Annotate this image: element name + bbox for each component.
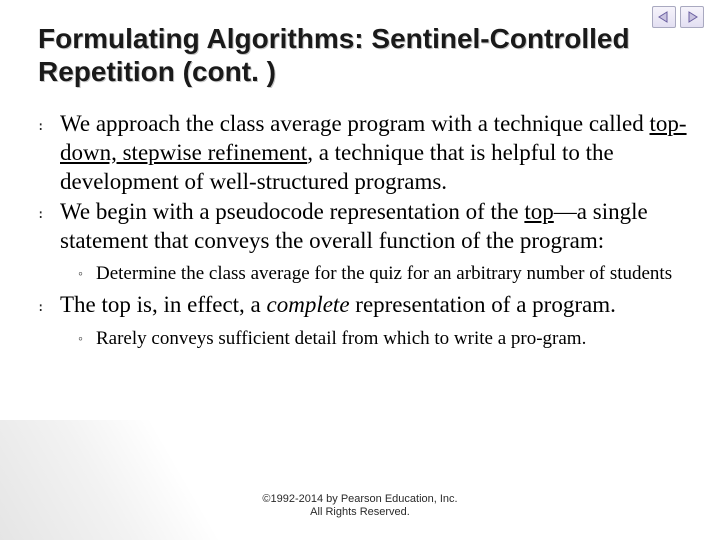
- bullet-text: The top is, in effect, a complete repres…: [60, 291, 688, 320]
- sub-bullet-glyph-icon: ◦: [78, 262, 96, 284]
- nav-arrows: [652, 6, 704, 28]
- bullet-item: ։ We begin with a pseudocode representat…: [38, 198, 688, 256]
- text-run: We approach the class average program wi…: [60, 111, 650, 136]
- copyright-line: ©1992-2014 by Pearson Education, Inc.: [0, 493, 720, 507]
- text-run: The top is, in effect, a: [60, 292, 267, 317]
- sub-bullet-glyph-icon: ◦: [78, 327, 96, 349]
- next-slide-button[interactable]: [680, 6, 704, 28]
- underlined-term: top: [524, 199, 553, 224]
- bullet-glyph-icon: ։: [38, 110, 60, 140]
- triangle-right-icon: [686, 11, 698, 23]
- decorative-gradient: [0, 420, 300, 540]
- bullet-glyph-icon: ։: [38, 291, 60, 321]
- text-run: representation of a program.: [350, 292, 616, 317]
- sub-bullet-text: Rarely conveys sufficient detail from wh…: [96, 327, 688, 350]
- bullet-item: ։ We approach the class average program …: [38, 110, 688, 196]
- italic-term: complete: [267, 292, 350, 317]
- bullet-text: We begin with a pseudocode representatio…: [60, 198, 688, 256]
- sub-bullet-item: ◦ Determine the class average for the qu…: [78, 262, 688, 285]
- sub-bullet-item: ◦ Rarely conveys sufficient detail from …: [78, 327, 688, 350]
- rights-line: All Rights Reserved.: [0, 506, 720, 520]
- slide: Formulating Algorithms: Sentinel-Control…: [0, 0, 720, 540]
- bullet-item: ։ The top is, in effect, a complete repr…: [38, 291, 688, 321]
- bullet-text: We approach the class average program wi…: [60, 110, 688, 196]
- footer: ©1992-2014 by Pearson Education, Inc. Al…: [0, 493, 720, 521]
- triangle-left-icon: [658, 11, 670, 23]
- sub-bullet-text: Determine the class average for the quiz…: [96, 262, 688, 285]
- slide-body: ։ We approach the class average program …: [38, 110, 688, 354]
- text-run: We begin with a pseudocode representatio…: [60, 199, 524, 224]
- bullet-glyph-icon: ։: [38, 198, 60, 228]
- slide-title: Formulating Algorithms: Sentinel-Control…: [38, 22, 658, 88]
